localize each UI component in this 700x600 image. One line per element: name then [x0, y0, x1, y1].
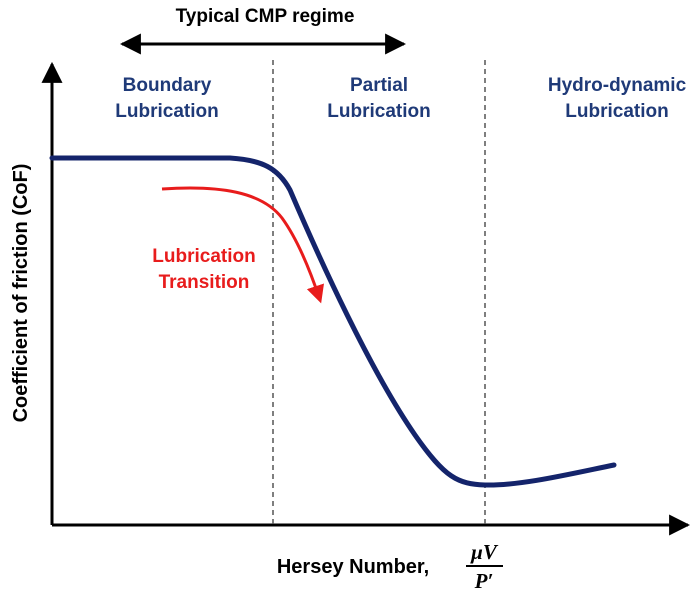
region-boundary-line1: Boundary [123, 75, 212, 96]
region-boundary-label: Boundary Lubrication [115, 75, 218, 122]
region-hydrodynamic-line2: Lubrication [565, 101, 668, 122]
lubrication-transition-arrow [161, 186, 324, 304]
x-axis-label: Hersey Number, [277, 556, 429, 578]
lubrication-transition-label: Lubrication Transition [152, 246, 255, 293]
fraction-denominator: P′ [474, 569, 494, 593]
region-partial-line2: Lubrication [327, 101, 430, 122]
stribeck-curve [49, 155, 617, 488]
annotation-line1: Lubrication [152, 246, 255, 267]
region-boundary-line2: Lubrication [115, 101, 218, 122]
fraction-numerator: μV [470, 540, 499, 564]
region-partial-label: Partial Lubrication [327, 75, 430, 122]
y-axis-label: Coefficient of friction (CoF) [10, 164, 32, 423]
cmp-regime-label: Typical CMP regime [176, 6, 355, 27]
region-hydrodynamic-label: Hydro-dynamic Lubrication [548, 75, 687, 122]
region-hydrodynamic-line1: Hydro-dynamic [548, 75, 687, 96]
annotation-line2: Transition [159, 272, 250, 293]
region-partial-line1: Partial [350, 75, 408, 96]
hersey-fraction: μV P′ [466, 540, 503, 593]
